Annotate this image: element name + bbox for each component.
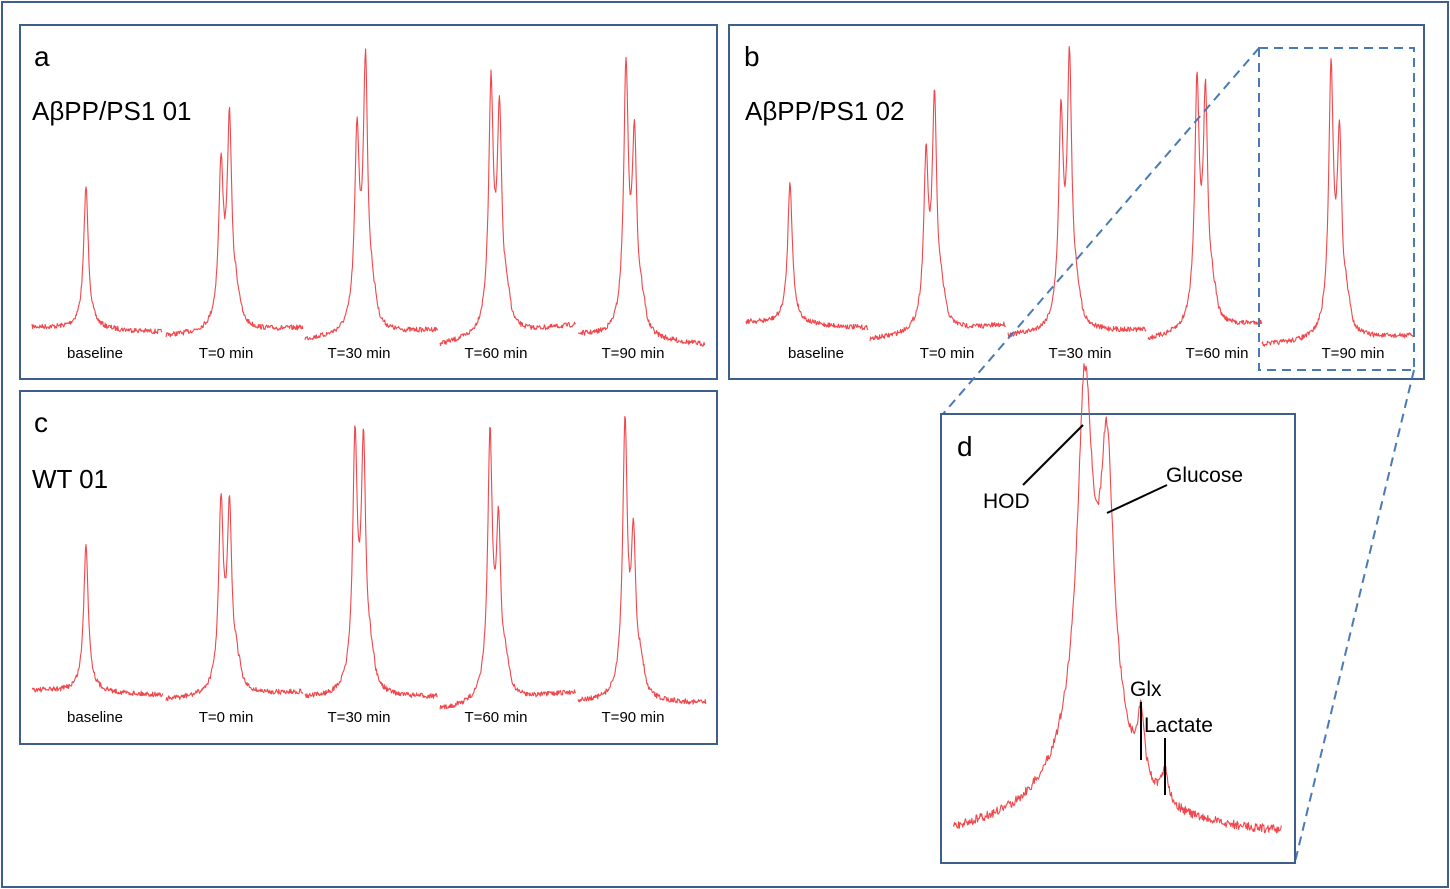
spectrum-c-t-30-min: [304, 425, 438, 699]
spectrum-a-t-60-min: [439, 69, 576, 347]
panel-c-label-t30: T=30 min: [328, 709, 391, 726]
panel-d-letter: d: [957, 431, 973, 462]
panel-a-letter: a: [34, 41, 50, 72]
panel-c-label-t60: T=60 min: [465, 709, 528, 726]
panel-d: d HOD Glucose Glx Lactate: [940, 363, 1296, 864]
panel-a-label-t30: T=30 min: [328, 345, 391, 362]
panel-b-letter: b: [744, 41, 760, 72]
panel-a-label-t60: T=60 min: [465, 345, 528, 362]
spectrum-a-t-90-min: [578, 56, 706, 347]
zoom-connector-bottom: [1294, 369, 1415, 863]
panel-d-frame: [940, 413, 1296, 864]
panel-a-label-t0: T=0 min: [199, 345, 254, 362]
panel-b-label-baseline: baseline: [788, 345, 844, 362]
panel-a-spectra: [31, 48, 706, 347]
panel-d-spectrum: [952, 363, 1282, 834]
panel-a-frame: [19, 24, 718, 380]
panel-b-label-t0: T=0 min: [920, 345, 975, 362]
spectrum-a-t-30-min: [304, 48, 439, 341]
panel-b-frame: [728, 24, 1425, 380]
hod-label: HOD: [983, 490, 1030, 513]
panel-b-title: AβPP/PS1 02: [745, 96, 905, 126]
panel-c-label-baseline: baseline: [67, 709, 123, 726]
panel-c-frame: [19, 390, 718, 745]
spectrum-a-t-0-min: [165, 106, 304, 338]
glx-label: Glx: [1130, 678, 1162, 701]
panel-a-title: AβPP/PS1 01: [32, 96, 192, 126]
hod-leader-line: [1022, 424, 1084, 486]
panel-c-title: WT 01: [32, 464, 108, 494]
panel-a-label-baseline: baseline: [67, 345, 123, 362]
panel-a: a AβPP/PS1 01 baseline T=0 min T=30 min …: [19, 24, 718, 380]
glucose-label: Glucose: [1166, 464, 1243, 487]
spectrum-b-t-0-min: [869, 89, 1007, 342]
panel-c-label-t0: T=0 min: [199, 709, 254, 726]
glucose-leader-line: [1106, 484, 1168, 514]
zoom-connector-top: [942, 47, 1260, 415]
panel-b: b AβPP/PS1 02 baseline T=0 min T=30 min …: [728, 24, 1425, 380]
panel-b-spectra: [745, 46, 1415, 347]
spectrum-b-t-60-min: [1147, 71, 1263, 341]
panel-c-letter: c: [34, 407, 48, 438]
spectrum-b-t-90-min: [1261, 58, 1415, 347]
panel-a-label-t90: T=90 min: [602, 345, 665, 362]
spectrum-b-t-30-min: [1007, 46, 1147, 338]
spectrum-c-t-90-min: [577, 415, 707, 705]
panel-b-label-t90: T=90 min: [1322, 345, 1385, 362]
spectrum-b-baseline: [745, 182, 869, 331]
spectrum-c-t-60-min: [439, 426, 577, 710]
lactate-label: Lactate: [1144, 714, 1213, 737]
panel-b-label-t60: T=60 min: [1186, 345, 1249, 362]
spectrum-c-baseline: [31, 544, 164, 698]
spectrum-c-t-0-min: [165, 493, 304, 702]
panel-c-spectra: [31, 415, 707, 710]
panel-b-label-t30: T=30 min: [1049, 345, 1112, 362]
panel-c: c WT 01 baseline T=0 min T=30 min T=60 m…: [19, 390, 718, 745]
zoom-box-dashed: [1258, 47, 1415, 371]
panel-c-label-t90: T=90 min: [602, 709, 665, 726]
spectrum-d-zoom: [952, 363, 1282, 834]
spectrum-a-baseline: [31, 186, 163, 335]
